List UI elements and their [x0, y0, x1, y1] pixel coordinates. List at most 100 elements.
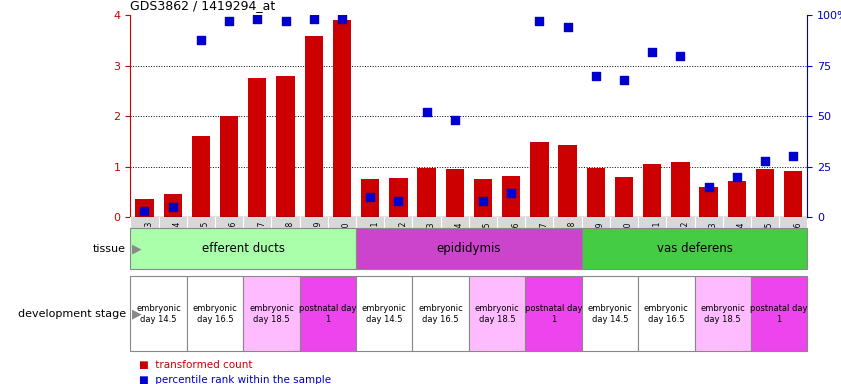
Bar	[412, 276, 469, 351]
Text: GSM560930: GSM560930	[342, 221, 351, 268]
Bar	[243, 276, 299, 351]
Bar	[638, 276, 695, 351]
Point	[505, 190, 518, 196]
Text: GSM560936: GSM560936	[511, 221, 521, 268]
Bar	[582, 228, 807, 269]
Text: embryonic
day 18.5: embryonic day 18.5	[249, 304, 294, 324]
Point	[194, 36, 208, 43]
Text: ■  transformed count: ■ transformed count	[139, 360, 252, 370]
Text: GSM560924: GSM560924	[172, 221, 182, 268]
Text: GDS3862 / 1419294_at: GDS3862 / 1419294_at	[130, 0, 276, 12]
Text: embryonic
day 18.5: embryonic day 18.5	[701, 304, 745, 324]
Text: GSM560945: GSM560945	[765, 221, 774, 268]
Text: GSM560944: GSM560944	[737, 221, 746, 268]
Text: ▶: ▶	[128, 242, 141, 255]
Bar	[473, 179, 492, 217]
Text: GSM560931: GSM560931	[370, 221, 379, 268]
Point	[278, 18, 292, 25]
Text: GSM560935: GSM560935	[483, 221, 492, 268]
Bar	[526, 276, 582, 351]
Text: postnatal day
1: postnatal day 1	[299, 304, 357, 324]
Point	[138, 208, 151, 214]
Bar	[582, 276, 638, 351]
Bar	[751, 276, 807, 351]
Text: GSM560933: GSM560933	[426, 221, 436, 268]
Bar	[700, 187, 718, 217]
Point	[448, 117, 462, 123]
Text: GSM560925: GSM560925	[201, 221, 210, 268]
Bar	[389, 178, 408, 217]
Point	[336, 17, 349, 23]
Bar	[530, 142, 548, 217]
Bar	[299, 276, 356, 351]
Point	[646, 49, 659, 55]
Text: ■  percentile rank within the sample: ■ percentile rank within the sample	[139, 375, 331, 384]
Text: embryonic
day 14.5: embryonic day 14.5	[362, 304, 406, 324]
Point	[476, 198, 489, 204]
Text: GSM560941: GSM560941	[653, 221, 661, 268]
Point	[307, 17, 320, 23]
Point	[532, 18, 546, 25]
Bar	[220, 116, 238, 217]
Text: postnatal day
1: postnatal day 1	[525, 304, 582, 324]
Text: vas deferens: vas deferens	[657, 242, 733, 255]
Bar	[727, 181, 746, 217]
Bar	[277, 76, 294, 217]
Text: embryonic
day 18.5: embryonic day 18.5	[474, 304, 520, 324]
Text: GSM560927: GSM560927	[257, 221, 267, 268]
Text: GSM560932: GSM560932	[399, 221, 407, 268]
Point	[674, 53, 687, 59]
Text: embryonic
day 16.5: embryonic day 16.5	[193, 304, 237, 324]
Bar	[446, 169, 464, 217]
Point	[786, 154, 800, 160]
Point	[251, 17, 264, 23]
Text: GSM560940: GSM560940	[624, 221, 633, 268]
Bar	[187, 276, 243, 351]
Point	[392, 198, 405, 204]
Point	[420, 109, 433, 115]
Text: GSM560942: GSM560942	[680, 221, 690, 268]
Bar	[558, 146, 577, 217]
Text: GSM560943: GSM560943	[709, 221, 717, 268]
Text: embryonic
day 14.5: embryonic day 14.5	[588, 304, 632, 324]
Text: GSM560926: GSM560926	[229, 221, 238, 268]
Bar	[361, 179, 379, 217]
Bar	[135, 199, 154, 217]
Text: GSM560923: GSM560923	[145, 221, 153, 268]
Bar	[417, 168, 436, 217]
Text: postnatal day
1: postnatal day 1	[750, 304, 808, 324]
Text: ▶: ▶	[128, 308, 141, 320]
Text: development stage: development stage	[18, 309, 126, 319]
Point	[730, 174, 743, 180]
Bar	[356, 276, 412, 351]
Bar	[356, 228, 582, 269]
Bar	[587, 168, 605, 217]
Text: tissue: tissue	[93, 243, 126, 254]
Text: GSM560946: GSM560946	[793, 221, 802, 268]
Bar	[756, 169, 775, 217]
Text: GSM560934: GSM560934	[455, 221, 463, 268]
Text: GSM560937: GSM560937	[539, 221, 548, 268]
Text: efferent ducts: efferent ducts	[202, 242, 285, 255]
Text: epididymis: epididymis	[436, 242, 501, 255]
Bar	[784, 170, 802, 217]
Text: embryonic
day 16.5: embryonic day 16.5	[418, 304, 463, 324]
Bar	[333, 20, 351, 217]
Bar	[192, 136, 210, 217]
Bar	[695, 276, 751, 351]
Point	[589, 73, 602, 79]
Text: GSM560928: GSM560928	[285, 221, 294, 267]
Point	[759, 157, 772, 164]
Bar	[502, 175, 521, 217]
Text: embryonic
day 16.5: embryonic day 16.5	[644, 304, 689, 324]
Bar	[130, 276, 187, 351]
Point	[222, 18, 235, 25]
Point	[363, 194, 377, 200]
Text: embryonic
day 14.5: embryonic day 14.5	[136, 304, 181, 324]
Bar	[163, 194, 182, 217]
Text: GSM560938: GSM560938	[568, 221, 577, 268]
Text: GSM560929: GSM560929	[314, 221, 323, 268]
Bar	[248, 78, 267, 217]
Bar	[468, 276, 526, 351]
Bar	[643, 164, 661, 217]
